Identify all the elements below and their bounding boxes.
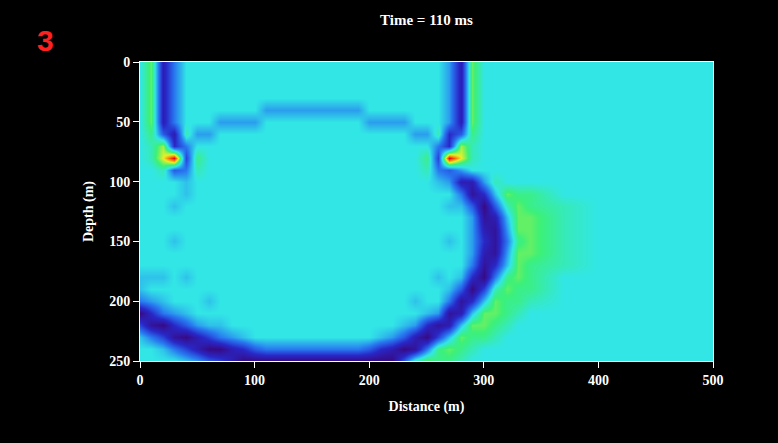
svg-text:50: 50 [116, 115, 130, 130]
svg-text:0: 0 [123, 55, 130, 70]
svg-text:100: 100 [109, 175, 130, 190]
svg-text:Distance (m): Distance (m) [389, 399, 465, 415]
svg-text:200: 200 [359, 373, 380, 388]
svg-text:400: 400 [588, 373, 609, 388]
svg-text:250: 250 [109, 354, 130, 369]
svg-text:0: 0 [137, 373, 144, 388]
svg-text:3: 3 [37, 24, 54, 57]
svg-text:Depth (m): Depth (m) [81, 181, 97, 242]
svg-text:100: 100 [244, 373, 265, 388]
svg-text:300: 300 [473, 373, 494, 388]
svg-text:Time = 110 ms: Time = 110 ms [380, 12, 473, 28]
svg-text:500: 500 [703, 373, 724, 388]
svg-text:150: 150 [109, 234, 130, 249]
svg-text:200: 200 [109, 294, 130, 309]
